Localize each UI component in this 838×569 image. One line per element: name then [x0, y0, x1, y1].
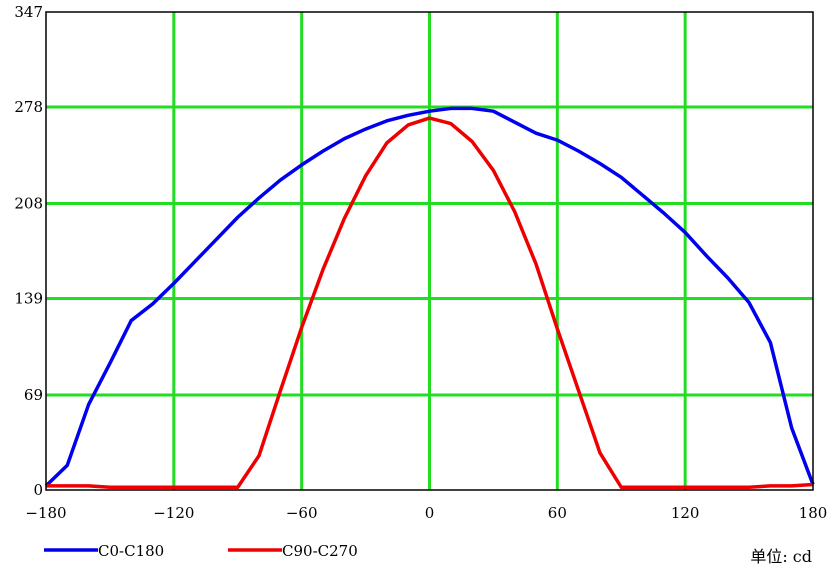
- x-tick-label-1: −120: [153, 504, 194, 522]
- x-tick-label-5: 120: [671, 504, 700, 522]
- y-tick-label-3: 208: [14, 194, 43, 212]
- y-tick-label-0: 0: [33, 481, 43, 499]
- series-line-c0-c180: [44, 106, 815, 488]
- legend-label-c0-c180: C0-C180: [98, 542, 164, 560]
- x-tick-label-4: 60: [548, 504, 567, 522]
- x-tick-label-2: −60: [286, 504, 318, 522]
- plot-frame: [45, 11, 814, 491]
- y-tick-label-5: 347: [14, 3, 43, 21]
- x-tick-label-6: 180: [799, 504, 828, 522]
- x-tick-label-0: −180: [25, 504, 66, 522]
- grid-lines: [46, 12, 813, 490]
- legend: C0-C180 C90-C270: [44, 542, 358, 560]
- x-tick-label-3: 0: [425, 504, 435, 522]
- series-lines: [44, 106, 815, 489]
- y-tick-labels: 0 69 139 208 278 347: [14, 3, 43, 499]
- series-line-c90-c270: [46, 116, 814, 489]
- y-tick-label-1: 69: [24, 386, 43, 404]
- y-tick-label-2: 139: [14, 290, 43, 308]
- legend-label-c90-c270: C90-C270: [282, 542, 358, 560]
- unit-label: 单位: cd: [750, 547, 812, 566]
- y-tick-label-4: 278: [14, 98, 43, 116]
- x-tick-labels: −180 −120 −60 0 60 120 180: [25, 504, 827, 522]
